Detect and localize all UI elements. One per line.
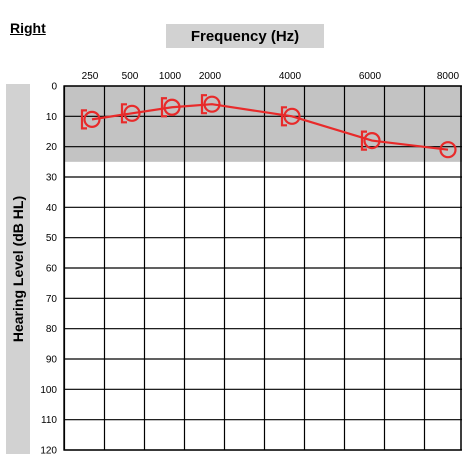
x-tick-label: 1000: [159, 71, 182, 82]
masked-bone-conduction-marker: [280, 106, 287, 127]
air-conduction-marker: [203, 95, 221, 113]
x-tick-label: 8000: [437, 71, 460, 82]
y-tick-label: 50: [46, 233, 58, 244]
air-conduction-marker: [123, 104, 141, 122]
air-conduction-marker: [163, 98, 181, 116]
masked-bone-conduction-marker: [160, 97, 167, 118]
air-conduction-marker: [83, 110, 101, 128]
y-axis-title-box: [6, 84, 30, 454]
y-tick-label: 100: [40, 385, 57, 396]
masked-bone-conduction-marker: [120, 103, 127, 124]
plot-frame: [63, 85, 462, 451]
x-tick-label: 2000: [199, 71, 222, 82]
masked-bone-conduction-marker: [200, 94, 207, 115]
air-conduction-marker: [439, 141, 457, 159]
y-tick-label: 90: [46, 355, 58, 366]
x-tick-label: 4000: [279, 71, 302, 82]
masked-bone-conduction-marker: [80, 109, 87, 130]
ear-title: Right: [10, 20, 46, 36]
air-conduction-marker: [363, 132, 381, 150]
normal-range-band: [64, 86, 462, 162]
y-tick-label: 30: [46, 173, 58, 184]
y-tick-label: 40: [46, 203, 58, 214]
y-tick-label: 120: [40, 446, 57, 457]
threshold-line: [91, 103, 449, 151]
x-tick-label: 250: [82, 71, 99, 82]
y-tick-label: 10: [46, 112, 58, 123]
y-tick-label: 0: [51, 82, 57, 93]
air-conduction-marker: [283, 107, 301, 125]
masked-bone-conduction-marker: [360, 130, 367, 151]
y-tick-label: 80: [46, 324, 58, 335]
y-tick-label: 110: [41, 415, 57, 426]
x-tick-label: 500: [122, 71, 139, 82]
y-tick-label: 70: [46, 294, 58, 305]
x-axis-title: Frequency (Hz): [166, 24, 324, 48]
y-tick-label: 60: [46, 264, 58, 275]
y-tick-label: 20: [46, 142, 58, 153]
x-tick-label: 6000: [359, 71, 382, 82]
